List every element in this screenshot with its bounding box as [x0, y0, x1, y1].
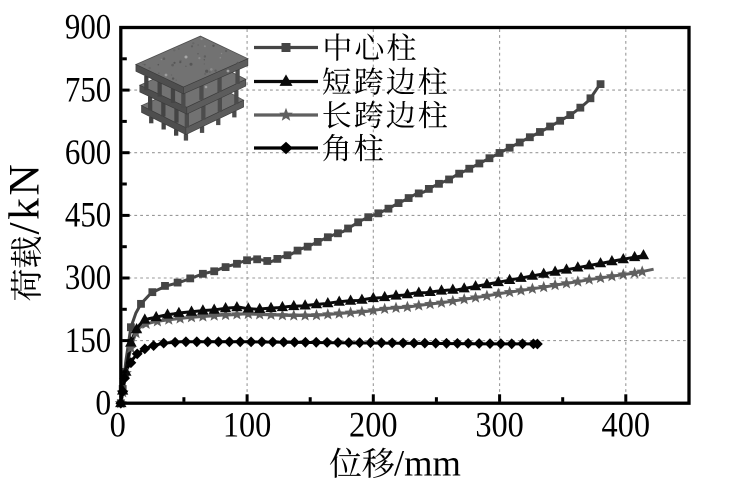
svg-text:400: 400: [602, 405, 651, 445]
svg-text:100: 100: [223, 405, 272, 445]
svg-text:150: 150: [65, 320, 111, 360]
svg-text:450: 450: [65, 195, 111, 235]
svg-text:900: 900: [65, 7, 111, 47]
svg-text:200: 200: [349, 405, 398, 445]
svg-text:/mm: /mm: [394, 442, 461, 483]
svg-text:600: 600: [65, 132, 111, 172]
svg-text:300: 300: [475, 405, 524, 445]
svg-text:/kN: /kN: [0, 162, 48, 235]
svg-text:0: 0: [110, 405, 126, 445]
svg-text:750: 750: [65, 69, 111, 109]
svg-text:300: 300: [65, 257, 111, 297]
svg-text:0: 0: [95, 382, 111, 422]
